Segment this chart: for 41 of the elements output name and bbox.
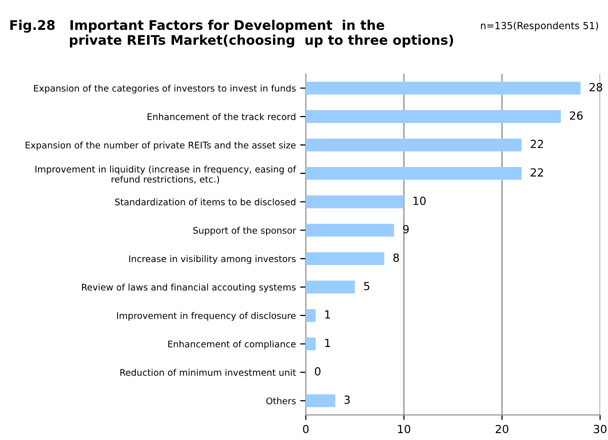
bar bbox=[306, 110, 561, 123]
data-label: 10 bbox=[413, 196, 426, 206]
bar bbox=[306, 138, 522, 152]
y-tick-label: Improvement in liquidity (increase in frequency, easing of refund restrictions, etc.) bbox=[35, 166, 296, 184]
bar bbox=[306, 224, 394, 237]
y-tick-label: Review of laws and financial accouting systems bbox=[82, 284, 296, 292]
y-tick-label: Standardization of items to be disclosed bbox=[115, 198, 296, 206]
y-tick-label: Enhancement of the track record bbox=[148, 113, 296, 120]
chart-title: Fig.28 Important Factors for Development in the private REITs Market(choosing up to three options) bbox=[10, 20, 454, 48]
bar bbox=[306, 394, 336, 408]
data-label: 0 bbox=[314, 367, 320, 376]
bar bbox=[306, 280, 355, 294]
data-label: 26 bbox=[570, 111, 583, 120]
y-tick-label: Expansion of the categories of investors to invest in funds bbox=[34, 84, 296, 94]
y-tick-label: Enhancement of compliance bbox=[168, 340, 296, 350]
data-label: 28 bbox=[590, 82, 602, 92]
bar bbox=[306, 252, 384, 266]
data-label: 3 bbox=[344, 396, 350, 404]
data-label: 5 bbox=[364, 282, 370, 290]
y-tick-label: Improvement in frequency of disclosure bbox=[117, 312, 296, 321]
x-tick-label: 20 bbox=[496, 424, 508, 434]
bar bbox=[306, 337, 316, 350]
data-label: 8 bbox=[393, 253, 399, 262]
data-label: 22 bbox=[530, 168, 543, 176]
x-tick-label: 0 bbox=[303, 424, 309, 434]
x-tick-label: 10 bbox=[398, 424, 410, 434]
y-tick-label: Support of the sponsor bbox=[193, 226, 296, 236]
y-tick-label: Reduction of minimum investment unit bbox=[120, 368, 296, 376]
data-label: 22 bbox=[530, 140, 543, 148]
y-tick-label: Increase in visibility among investors bbox=[129, 255, 296, 264]
text: n=135(Respondents 51) bbox=[481, 22, 598, 32]
bar bbox=[306, 309, 316, 322]
y-tick-label: Others bbox=[266, 397, 296, 404]
data-label: 1 bbox=[325, 338, 330, 347]
data-label: 1 bbox=[325, 310, 330, 319]
bar bbox=[306, 82, 580, 95]
data-label: 9 bbox=[403, 225, 409, 234]
y-tick-label: Expansion of the number of private REITs and the asset size bbox=[26, 142, 296, 150]
x-tick-label: 30 bbox=[594, 424, 606, 434]
bar bbox=[306, 195, 404, 208]
bar bbox=[306, 166, 522, 180]
